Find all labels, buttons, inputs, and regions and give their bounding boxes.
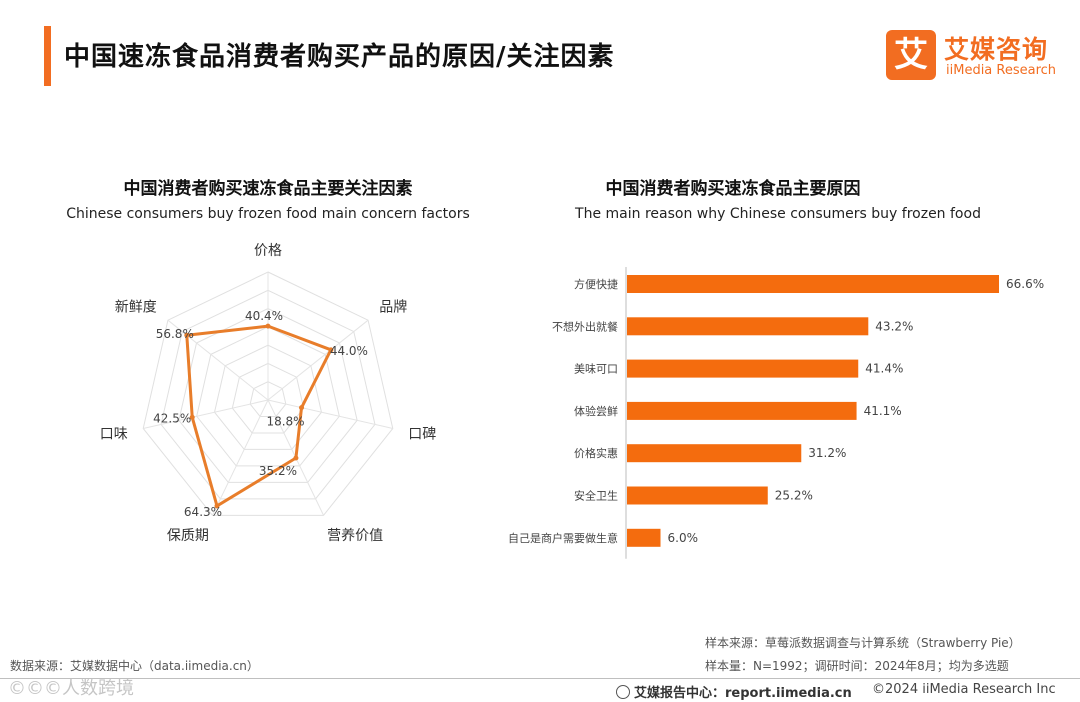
radar-point	[189, 414, 195, 420]
globe-icon	[616, 685, 630, 699]
radar-grid-ring	[160, 289, 376, 500]
radar-grid-ring	[196, 326, 340, 467]
bar	[627, 275, 999, 293]
radar-grid-ring	[249, 381, 287, 417]
bar-chart-subtitle: The main reason why Chinese consumers bu…	[575, 206, 981, 222]
bar	[627, 359, 859, 378]
bar	[627, 444, 802, 463]
bar-chart-title: 中国消费者购买速冻食品主要原因	[605, 179, 861, 199]
radar-value-label: 42.5%	[153, 411, 191, 425]
radar-axis-label: 价格	[254, 243, 282, 259]
radar-value-label: 18.8%	[266, 415, 304, 429]
page-title: 中国速冻食品消费者购买产品的原因/关注因素	[64, 42, 615, 72]
radar-spoke	[167, 319, 269, 401]
radar-grid-ring	[178, 308, 358, 483]
radar-point	[293, 455, 299, 461]
bar-value-label: 6.0%	[668, 531, 699, 545]
logo-name-en: iiMedia Research	[946, 63, 1057, 78]
watermark: ©©©人数跨境	[8, 678, 134, 699]
radar-point	[184, 332, 190, 338]
bar-value-label: 41.1%	[864, 404, 902, 418]
radar-point	[214, 503, 220, 509]
radar-axis-label: 新鲜度	[115, 299, 157, 315]
radar-axis-label: 保质期	[167, 528, 209, 544]
radar-value-label: 40.4%	[245, 309, 283, 323]
footer-report-center-text: 艾媒报告中心：report.iimedia.cn	[634, 686, 852, 701]
logo-icon: 艾	[886, 30, 936, 80]
bar-category-label: 价格实惠	[574, 446, 618, 460]
radar-value-label: 44.0%	[330, 344, 368, 358]
radar-axis-label: 营养价值	[327, 528, 383, 544]
data-source-note: 数据来源：艾媒数据中心（data.iimedia.cn）	[10, 659, 259, 673]
bar-value-label: 31.2%	[808, 446, 846, 460]
radar-spoke	[267, 319, 369, 401]
radar-grid-ring	[142, 271, 394, 516]
radar-spoke	[267, 399, 393, 429]
radar-point	[265, 323, 271, 329]
footer-report-center[interactable]: 艾媒报告中心：report.iimedia.cn	[616, 682, 852, 701]
radar-value-label: 56.8%	[156, 327, 194, 341]
radar-axis-label: 口碑	[408, 426, 436, 442]
radar-grid-ring	[231, 362, 305, 434]
radar-value-label: 35.2%	[259, 464, 297, 478]
footer-copyright: ©2024 iiMedia Research Inc	[872, 682, 1056, 697]
bar-category-label: 安全卫生	[574, 489, 618, 503]
bar	[627, 317, 869, 336]
sample-size-note: 样本量：N=1992；调研时间：2024年8月；均为多选题	[705, 659, 1009, 673]
bar	[627, 401, 857, 420]
bar-category-label: 美味可口	[574, 363, 618, 376]
bar-value-label: 41.4%	[865, 362, 903, 376]
radar-point	[328, 347, 334, 353]
radar-spoke	[143, 399, 269, 429]
radar-value-label: 64.3%	[184, 505, 222, 519]
radar-spoke	[212, 399, 269, 516]
bar-category-label: 体验尝鲜	[574, 404, 618, 418]
radar-chart-subtitle: Chinese consumers buy frozen food main c…	[66, 206, 470, 222]
bar-value-label: 43.2%	[875, 319, 913, 333]
radar-grid-ring	[213, 344, 323, 450]
bar	[627, 528, 661, 547]
iimedia-logo: 艾 艾媒咨询 iiMedia Research	[886, 30, 1061, 82]
bar-category-label: 自己是商户需要做生意	[508, 531, 618, 545]
radar-point	[299, 405, 305, 411]
bar-value-label: 25.2%	[775, 489, 813, 503]
logo-name-cn: 艾媒咨询	[944, 35, 1049, 64]
bar	[627, 486, 768, 505]
sample-source-note: 样本来源：草莓派数据调查与计算系统（Strawberry Pie）	[705, 636, 1021, 650]
bar-category-label: 方便快捷	[574, 277, 618, 291]
footer-divider	[0, 678, 1080, 679]
bar-value-label: 66.6%	[1006, 277, 1044, 291]
radar-chart-title: 中国消费者购买速冻食品主要关注因素	[123, 179, 413, 199]
radar-axis-label: 品牌	[379, 298, 407, 315]
title-accent-bar	[44, 26, 51, 86]
radar-axis-label: 口味	[100, 426, 128, 442]
radar-series-line	[185, 324, 333, 508]
bar-category-label: 不想外出就餐	[552, 319, 618, 333]
